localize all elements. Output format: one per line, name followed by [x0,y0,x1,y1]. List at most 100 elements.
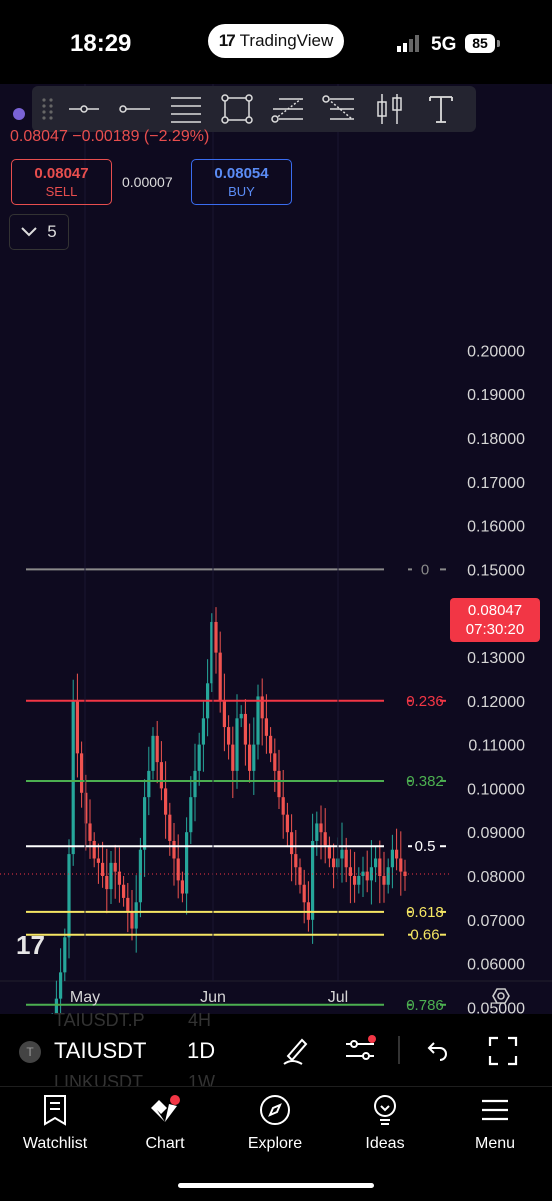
candle-body [109,862,113,890]
candle-body [155,735,159,763]
tab-label: Menu [474,1135,516,1152]
candle-body [290,832,294,855]
candle-body [151,735,155,771]
candle-body [197,744,201,771]
axis-settings-icon[interactable] [492,988,510,1004]
candle-body [71,700,75,855]
candle-body [201,718,205,745]
price-axis-label: 0.06000 [467,957,525,974]
battery-tip [497,40,500,47]
candle-body [193,770,197,798]
price-axis-label: 0.07000 [467,913,525,930]
text-icon [428,96,453,123]
tab-menu[interactable]: Menu [440,1094,550,1153]
time-axis-label: May [70,989,100,1006]
price-chart[interactable]: 00.2360.3820.50.6180.660.78610.200000.19… [0,84,552,1014]
candle-body [96,858,100,863]
candle-body [130,911,134,929]
fib-retracement-tool[interactable] [262,89,313,129]
candle-body [395,849,399,859]
tab-chart[interactable]: Chart [110,1094,220,1153]
candle-body [235,718,239,771]
axis-settings-icon-center [497,992,505,1000]
chevron-down-icon [21,227,37,237]
price-axis-label: 0.17000 [467,475,525,492]
candle-body [340,849,344,859]
signal-icon [397,35,419,52]
drawing-pen-icon[interactable] [280,1034,310,1068]
candle-body [344,849,348,868]
current-price-badge: 0.08047 07:30:20 [450,598,540,642]
candle-body [332,858,336,868]
chart-canvas[interactable]: 00.2360.3820.50.6180.660.78610.200000.19… [0,84,552,1014]
ghost-symbol: TAIUSDT.P [54,1010,145,1030]
app-name: TradingView [239,31,334,50]
candle-body [92,840,96,859]
horizontal-line-tool[interactable] [109,89,160,129]
tab-label: Ideas [365,1135,405,1152]
fib-retracement-icon [270,98,303,123]
sell-button[interactable]: 0.08047 SELL [11,159,112,205]
candle-body [143,797,147,850]
tab-label: Chart [145,1135,185,1152]
candle-body [122,884,126,898]
buy-button[interactable]: 0.08054 BUY [191,159,292,205]
collapse-indicators-button[interactable]: 5 [9,214,69,250]
battery-icon: 85 [465,34,495,53]
candle-body [248,744,252,771]
candle-body [382,876,386,885]
fib-level-label: 0.618 [406,904,444,921]
price-axis-label: 0.16000 [467,519,525,536]
sell-label: SELL [45,184,78,199]
text-tool[interactable] [415,89,466,129]
price-axis-label: 0.09000 [467,825,525,842]
fib-level-label: 0 [421,561,429,578]
buy-label: BUY [228,184,255,199]
parallel-lines-tool[interactable] [160,89,211,129]
indicators-icon[interactable] [344,1034,378,1064]
candle-body [67,854,71,938]
price-axis-label: 0.13000 [467,650,525,667]
interval-selector[interactable]: 1D [187,1038,216,1063]
candle-body [80,753,84,793]
price-axis-label: 0.11000 [468,738,525,755]
tab-ideas[interactable]: Ideas [330,1094,440,1153]
tab-watchlist[interactable]: Watchlist [0,1094,110,1153]
candle-body [374,858,378,868]
candle-body [378,858,382,876]
candle-body [176,858,180,881]
rectangle-tool[interactable] [211,89,262,129]
candle-body [277,770,281,798]
parallel-lines-icon [170,97,201,123]
fib-extension-tool[interactable] [313,89,364,129]
candle-body [54,998,58,1014]
candle-body [231,744,235,771]
candles-icon [376,94,402,124]
undo-icon[interactable] [424,1038,450,1062]
candle-body [101,862,105,876]
tab-explore[interactable]: Explore [220,1094,330,1153]
symbol-selector[interactable]: TAIUSDT [54,1038,147,1063]
candle-body [88,823,92,841]
candle-body [298,867,302,885]
candle-body [126,897,130,912]
horizontal-ray-tool[interactable] [58,89,109,129]
candles-tool[interactable] [364,89,415,129]
drag-handle-icon[interactable] [38,94,58,124]
candle-body [185,832,189,894]
candle-body [260,696,264,719]
fullscreen-icon[interactable] [488,1036,518,1066]
candle-body [285,814,289,833]
candle-body [294,854,298,868]
compass-icon [260,1095,290,1125]
candle-body [348,867,352,876]
candle-body [264,718,268,736]
app-pill[interactable]: 17 TradingView [208,24,344,58]
chart-icon [151,1095,180,1122]
candle-body [302,884,306,903]
candle-body [210,621,214,684]
fib-level-label: 0.66 [410,927,439,944]
candle-body [164,788,168,815]
candle-body [269,735,273,754]
candle-body [369,867,373,881]
